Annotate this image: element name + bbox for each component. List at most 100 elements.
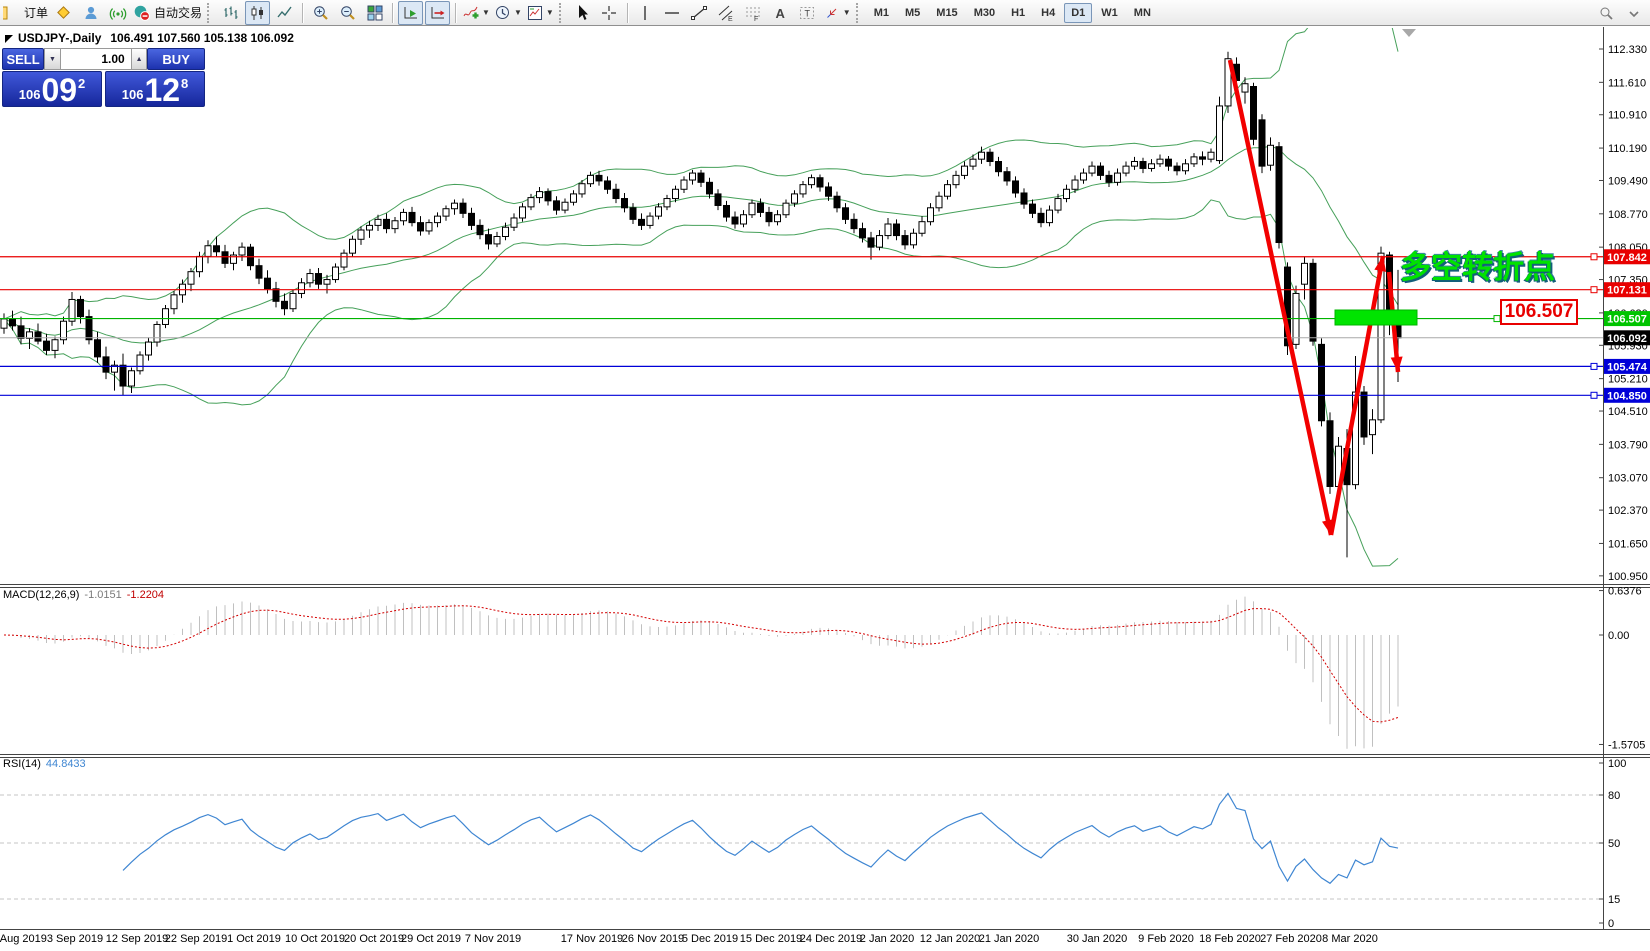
- indicators-dropdown-icon[interactable]: ▼: [482, 8, 490, 17]
- timeframe-mn-button[interactable]: MN: [1133, 6, 1151, 19]
- candle-body: [238, 246, 246, 256]
- candle-body: [646, 215, 654, 226]
- candle-body: [459, 202, 467, 214]
- chart-bars-button[interactable]: [218, 1, 243, 25]
- chart-candles-button[interactable]: [245, 0, 271, 25]
- periods-dropdown-icon[interactable]: ▼: [513, 8, 522, 17]
- fibonacci-button[interactable]: F: [741, 1, 766, 25]
- zoom-out-button[interactable]: [335, 1, 360, 25]
- candle-body: [468, 212, 475, 226]
- indicators-button[interactable]: ▼: [461, 1, 491, 25]
- search-button[interactable]: [1594, 2, 1619, 26]
- timeframe-m15-button[interactable]: M15: [936, 6, 958, 19]
- candle-body: [374, 218, 382, 226]
- new-order-icon: [3, 4, 21, 22]
- candle: [842, 203, 849, 224]
- candle-body: [1003, 171, 1011, 182]
- axis-label: 3 Sep 2019: [47, 933, 103, 945]
- timeframe-h4-button[interactable]: H4: [1041, 6, 1056, 19]
- axis-label: 9 Feb 2020: [1138, 933, 1194, 945]
- line-anchor[interactable]: [1590, 391, 1598, 399]
- trendline-button[interactable]: [687, 1, 712, 25]
- candle-body: [884, 223, 892, 237]
- candle: [255, 258, 263, 285]
- auto-scroll-button[interactable]: [398, 0, 424, 25]
- timeframe-m1-button[interactable]: M1: [873, 6, 889, 19]
- trend-arrow-head[interactable]: [1374, 256, 1387, 272]
- chart-shift-button[interactable]: [425, 0, 451, 25]
- arrows-icon: [823, 4, 841, 22]
- axis-label: 106.507: [1607, 314, 1647, 326]
- periods-button[interactable]: ▼: [493, 1, 523, 25]
- candle-body: [77, 298, 84, 318]
- crosshair-button[interactable]: [597, 1, 622, 25]
- buy-button[interactable]: BUY: [147, 48, 205, 70]
- candle: [0, 313, 8, 334]
- candle: [187, 267, 195, 292]
- tile-windows-button[interactable]: [362, 1, 387, 25]
- candle: [791, 190, 798, 207]
- trend-arrow[interactable]: [1227, 59, 1334, 536]
- timeframe-m30-button[interactable]: M30: [973, 6, 996, 19]
- volume-input[interactable]: [60, 48, 131, 70]
- zoom-in-button[interactable]: [308, 1, 333, 25]
- trend-arrow[interactable]: [1328, 255, 1386, 536]
- overflow-button[interactable]: [1621, 2, 1646, 26]
- line-anchor[interactable]: [1590, 253, 1598, 261]
- signals-button[interactable]: [105, 1, 130, 25]
- svg-text:E: E: [728, 16, 733, 22]
- candle: [510, 213, 518, 231]
- axis-label: 20 Oct 2019: [344, 933, 404, 945]
- arrows-dropdown-icon[interactable]: ▼: [842, 8, 851, 17]
- chart-title: USDJPY-,Daily 106.491 107.560 105.138 106…: [18, 31, 294, 45]
- candle: [655, 203, 662, 220]
- candle: [952, 170, 960, 189]
- svg-text:T: T: [805, 8, 811, 18]
- candle: [1122, 161, 1130, 177]
- candle-body: [425, 222, 433, 232]
- candle: [1148, 159, 1155, 172]
- sell-button[interactable]: SELL: [2, 48, 45, 70]
- cursor-button[interactable]: [570, 1, 595, 25]
- line-anchor[interactable]: [1590, 286, 1598, 294]
- arrows-button[interactable]: ▼: [822, 1, 852, 25]
- timeframe-d1-button[interactable]: D1: [1064, 2, 1093, 23]
- horizontal-line-button[interactable]: [660, 1, 685, 25]
- candle: [1054, 193, 1062, 214]
- price-tag: [1604, 358, 1650, 374]
- yellow-tag-button[interactable]: [51, 1, 76, 25]
- volume-down-button[interactable]: ▼: [44, 48, 61, 70]
- candle: [867, 231, 875, 260]
- turning-point-annotation[interactable]: 多空转折点: [1400, 250, 1555, 285]
- sell-price-button[interactable]: 106 09 2: [2, 71, 102, 107]
- volume-up-button[interactable]: ▲: [130, 48, 148, 70]
- timeframe-m5-button[interactable]: M5: [905, 6, 921, 19]
- autotrade-button[interactable]: 自动交易: [132, 1, 203, 25]
- line-anchor[interactable]: [1590, 362, 1598, 370]
- candle: [536, 186, 543, 204]
- timeframe-w1-button[interactable]: W1: [1101, 6, 1118, 19]
- community-button[interactable]: [78, 1, 103, 25]
- vertical-line-button[interactable]: [633, 1, 658, 25]
- candle: [1199, 151, 1206, 166]
- candle: [825, 182, 832, 201]
- trend-arrow-head[interactable]: [1390, 356, 1403, 372]
- timeframe-h1-button[interactable]: H1: [1011, 6, 1026, 19]
- candle-body: [697, 172, 705, 183]
- candle-body: [366, 224, 373, 231]
- support-zone-rect[interactable]: [1334, 309, 1418, 326]
- templates-button[interactable]: ▼: [525, 1, 555, 25]
- new-order-button[interactable]: 订单: [2, 1, 49, 25]
- axis-label: 100.950: [1608, 571, 1648, 583]
- chart-shift-marker[interactable]: [1402, 29, 1416, 37]
- rsi-layer: [0, 792, 1603, 900]
- text-button[interactable]: A: [768, 1, 793, 25]
- candle: [366, 220, 373, 238]
- templates-dropdown-icon[interactable]: ▼: [545, 8, 554, 17]
- chart-line-button[interactable]: [272, 1, 297, 25]
- candle: [213, 236, 220, 257]
- text-label-button[interactable]: T: [795, 1, 820, 25]
- channel-button[interactable]: E: [714, 1, 739, 25]
- buy-price-button[interactable]: 106 12 8: [105, 71, 205, 107]
- price-level-box[interactable]: 106.507: [1500, 299, 1578, 325]
